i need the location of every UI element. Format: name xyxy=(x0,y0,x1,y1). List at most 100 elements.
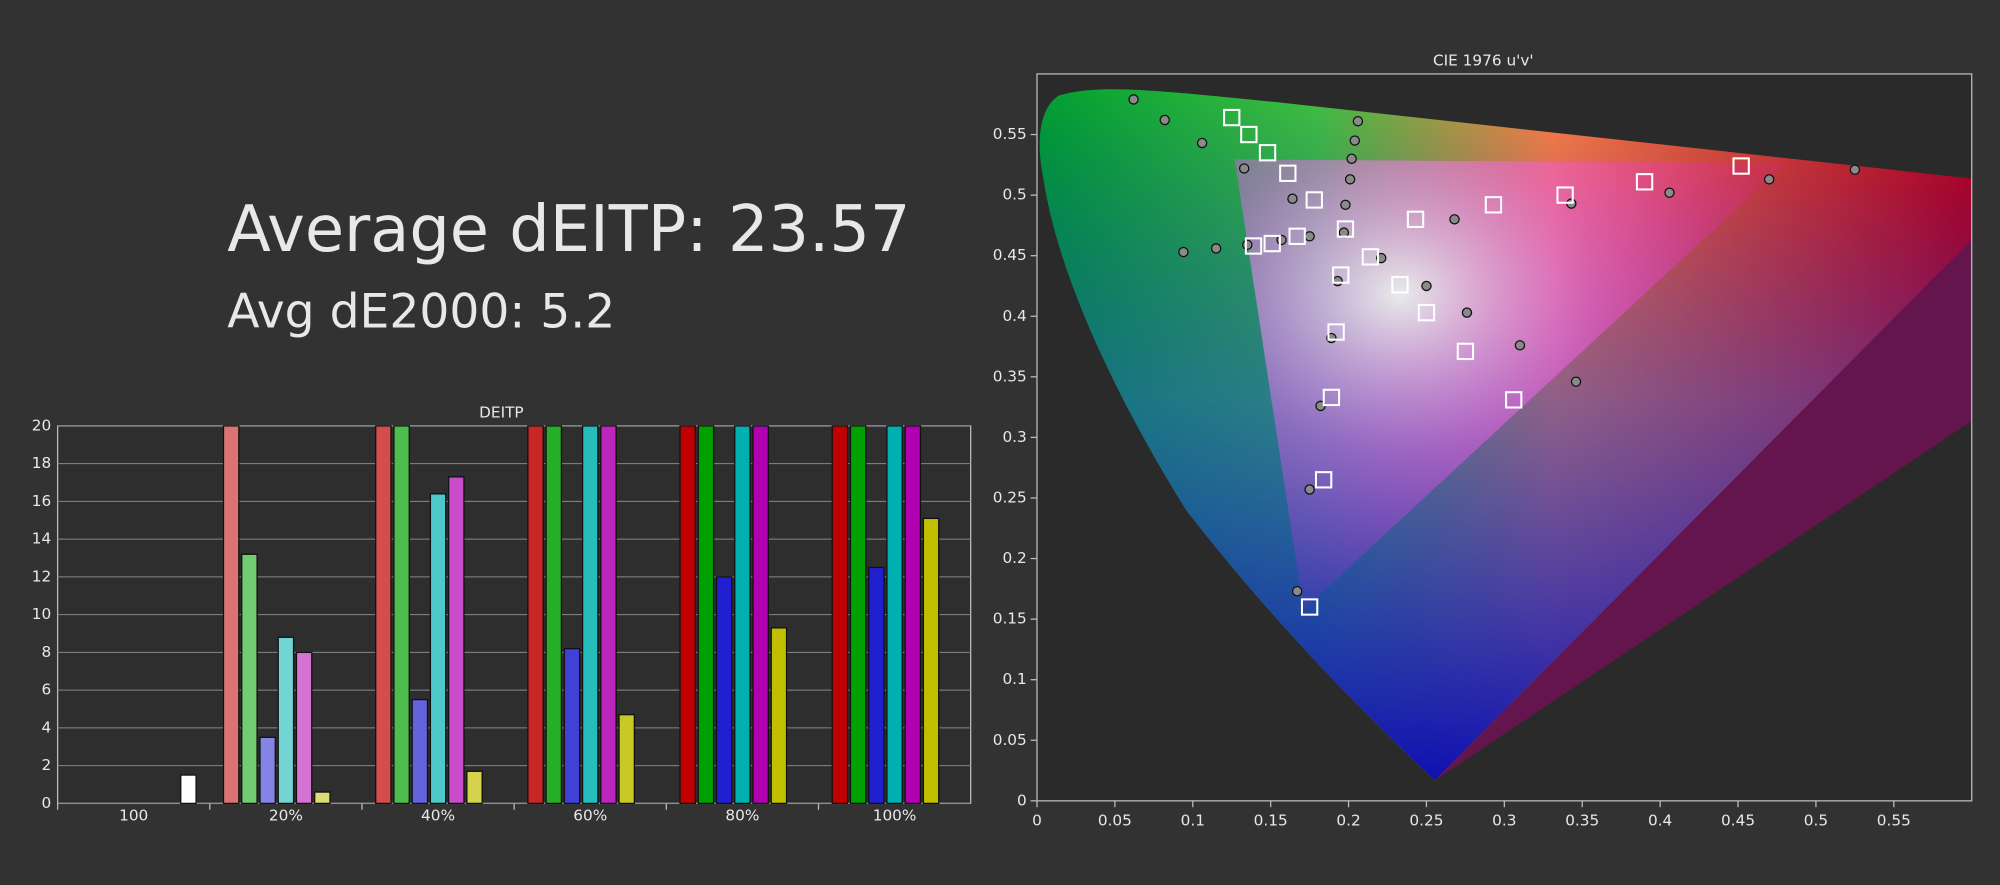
x-tick-label: 0.35 xyxy=(1565,812,1599,830)
bar xyxy=(734,425,751,805)
bar xyxy=(618,714,635,805)
target-square xyxy=(1327,323,1345,341)
x-tick-label: 20% xyxy=(269,807,303,825)
x-tick-label: 0.15 xyxy=(1254,812,1288,830)
measured-point xyxy=(1349,135,1361,146)
measured-point xyxy=(1346,153,1357,164)
bar xyxy=(868,566,885,805)
bar xyxy=(563,647,581,805)
measured-point xyxy=(1159,114,1170,126)
bar xyxy=(180,774,197,805)
target-square xyxy=(1635,173,1654,191)
target-square xyxy=(1279,164,1297,182)
y-tick-label: 0.5 xyxy=(1002,186,1026,204)
measured-point xyxy=(1344,174,1356,185)
bar xyxy=(466,770,483,805)
measured-point xyxy=(1178,246,1189,258)
x-tick-label: 40% xyxy=(421,807,455,825)
measured-point xyxy=(1421,280,1432,292)
measured-point xyxy=(1304,231,1315,242)
y-tick-label: 10 xyxy=(32,605,51,623)
bar xyxy=(581,425,599,805)
cie-title: CIE 1976 u'v' xyxy=(1433,52,1534,70)
measured-point xyxy=(1128,94,1139,105)
measured-point xyxy=(1332,275,1343,287)
measured-point xyxy=(1291,586,1303,597)
measured-point xyxy=(1664,187,1675,198)
measured-point xyxy=(1196,137,1208,149)
bar xyxy=(295,651,313,805)
target-square xyxy=(1361,248,1380,266)
bar xyxy=(904,425,922,805)
y-tick-label: 12 xyxy=(32,567,51,585)
bar xyxy=(849,425,867,805)
cie-locus xyxy=(1039,89,1972,781)
y-tick-label: 0 xyxy=(1017,791,1027,809)
target-square xyxy=(1456,342,1475,361)
bar xyxy=(393,425,410,805)
bar xyxy=(277,636,295,805)
target-square xyxy=(1484,196,1503,214)
bar xyxy=(697,425,715,805)
bar xyxy=(527,425,544,805)
target-square xyxy=(1314,471,1333,489)
x-tick-label: 0.45 xyxy=(1721,812,1755,830)
measured-point xyxy=(1849,164,1861,175)
target-square xyxy=(1336,220,1355,238)
bar xyxy=(545,425,563,805)
measured-point xyxy=(1461,307,1473,318)
bar xyxy=(600,425,617,805)
target-square xyxy=(1300,598,1319,616)
target-square xyxy=(1391,276,1409,294)
y-tick-label: 0.4 xyxy=(1002,307,1026,325)
target-square xyxy=(1263,234,1281,253)
y-tick-label: 0.3 xyxy=(1002,428,1026,446)
measured-point xyxy=(1352,115,1364,127)
bar xyxy=(241,553,258,805)
target-square xyxy=(1240,125,1258,144)
y-tick-label: 18 xyxy=(32,454,51,472)
bar xyxy=(314,791,331,805)
bar xyxy=(429,493,447,805)
x-tick-label: 0.5 xyxy=(1804,812,1828,830)
y-tick-label: 4 xyxy=(42,718,52,736)
y-tick-label: 0.45 xyxy=(993,246,1027,264)
x-tick-label: 0.05 xyxy=(1098,812,1132,830)
y-tick-label: 0.2 xyxy=(1002,549,1026,567)
x-tick-label: 0.2 xyxy=(1336,812,1360,830)
bar xyxy=(922,517,940,805)
gamut-triangle xyxy=(1234,159,1786,610)
y-tick-label: 2 xyxy=(42,756,52,774)
bar xyxy=(411,698,429,805)
target-square xyxy=(1322,388,1341,407)
bar xyxy=(715,576,733,805)
measured-point xyxy=(1242,239,1253,251)
x-tick-label: 0.3 xyxy=(1492,812,1516,830)
y-tick-label: 0 xyxy=(42,794,52,812)
x-tick-label: 0.55 xyxy=(1877,812,1911,830)
measured-point xyxy=(1210,243,1222,254)
target-square xyxy=(1258,144,1277,162)
bar xyxy=(222,425,240,805)
average-deitp: Average dEITP: 23.57 xyxy=(227,193,910,267)
target-square xyxy=(1244,237,1263,255)
y-tick-label: 0.55 xyxy=(993,125,1027,143)
target-square xyxy=(1288,227,1306,245)
measured-point xyxy=(1304,484,1315,495)
y-tick-label: 0.35 xyxy=(993,367,1027,385)
bar xyxy=(448,476,465,805)
bar-title: DEITP xyxy=(479,404,524,422)
target-square xyxy=(1505,391,1523,409)
measured-point xyxy=(1763,174,1775,185)
measured-point xyxy=(1238,163,1250,174)
y-tick-label: 14 xyxy=(32,530,51,548)
bar xyxy=(259,736,276,805)
x-tick-label: 100 xyxy=(119,807,148,825)
bar xyxy=(375,425,392,805)
measured-point xyxy=(1570,376,1582,387)
measured-point xyxy=(1340,199,1351,211)
x-tick-label: 0.1 xyxy=(1181,812,1205,830)
y-tick-label: 6 xyxy=(42,681,52,699)
